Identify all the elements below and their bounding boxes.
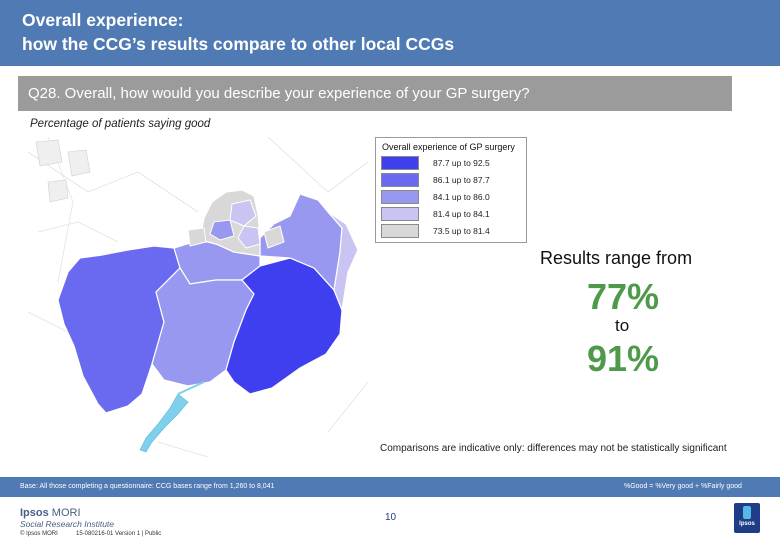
corner-logo-text: Ipsos xyxy=(739,521,755,527)
logo-subtitle: Social Research Institute xyxy=(20,519,115,529)
legend-swatch xyxy=(381,173,419,187)
map-legend: Overall experience of GP surgery 87.7 up… xyxy=(375,137,527,243)
logo-main-bold: Ipsos xyxy=(20,507,49,519)
river-channel xyxy=(177,381,205,395)
results-to-label: to xyxy=(615,316,630,335)
legend-swatch xyxy=(381,207,419,221)
question-bar: Q28. Overall, how would you describe you… xyxy=(18,76,732,111)
legend-label: 87.7 up to 92.5 xyxy=(433,158,490,168)
ccg-region-north-inner-3[interactable] xyxy=(237,225,261,249)
ccg-region-far-east[interactable] xyxy=(327,211,359,313)
result-high-percentage: 91% xyxy=(587,338,660,379)
logo-main-rest: MORI xyxy=(48,507,81,519)
legend-label: 84.1 up to 86.0 xyxy=(433,192,490,202)
question-text: Q28. Overall, how would you describe you… xyxy=(28,85,530,102)
legend-item: 87.7 up to 92.5 xyxy=(381,156,523,170)
ccg-region-north-inner-4[interactable] xyxy=(187,227,207,247)
river-estuary xyxy=(139,393,189,453)
legend-label: 81.4 up to 84.1 xyxy=(433,209,490,219)
header-bar: Overall experience: how the CCG’s result… xyxy=(0,0,780,66)
legend-item: 73.5 up to 81.4 xyxy=(381,224,523,238)
legend-item: 84.1 up to 86.0 xyxy=(381,190,523,204)
ipsos-corner-logo: Ipsos xyxy=(734,503,760,533)
legend-title: Overall experience of GP surgery xyxy=(382,142,515,152)
page-title: Overall experience: how the CCG’s result… xyxy=(22,8,454,56)
ipsos-mori-logo: Ipsos MORI xyxy=(20,507,81,519)
legend-label: 86.1 up to 87.7 xyxy=(433,175,490,185)
ccg-region-north-inner-2[interactable] xyxy=(209,219,235,241)
ccg-region-north-inner-5[interactable] xyxy=(263,225,285,249)
results-range-label: Results range from xyxy=(540,248,693,268)
map-subtitle: Percentage of patients saying good xyxy=(30,118,211,130)
good-definition: %Good = %Very good + %Fairly good xyxy=(624,483,742,490)
ccg-map xyxy=(28,136,369,457)
base-note: Base: All those completing a questionnai… xyxy=(20,483,275,490)
legend-swatch xyxy=(381,224,419,238)
title-line-2: how the CCG’s results compare to other l… xyxy=(22,34,455,54)
version-info: 15-080216-01 Version 1 | Public xyxy=(76,531,162,537)
ccg-region-north-inner-1[interactable] xyxy=(229,199,257,227)
legend-item: 81.4 up to 84.1 xyxy=(381,207,523,221)
page-number: 10 xyxy=(385,512,397,523)
copyright: © Ipsos MORI xyxy=(20,531,58,537)
footer-bar: Base: All those completing a questionnai… xyxy=(0,477,780,497)
title-line-1: Overall experience: xyxy=(22,10,184,30)
legend-label: 73.5 up to 81.4 xyxy=(433,226,490,236)
comparison-caveat: Comparisons are indicative only: differe… xyxy=(380,443,727,454)
result-low-percentage: 77% xyxy=(587,276,660,317)
legend-swatch xyxy=(381,156,419,170)
legend-swatch xyxy=(381,190,419,204)
legend-item: 86.1 up to 87.7 xyxy=(381,173,523,187)
ipsos-mark-icon xyxy=(743,506,751,519)
background-areas xyxy=(35,139,91,203)
